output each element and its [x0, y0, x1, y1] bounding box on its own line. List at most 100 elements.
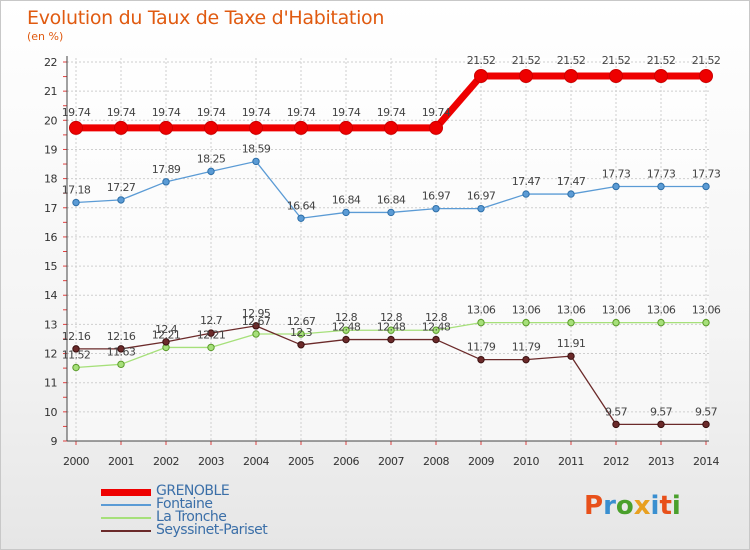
data-point — [432, 204, 440, 213]
data-label: 17.47 — [512, 175, 541, 188]
data-label: 11.79 — [467, 341, 496, 354]
data-point — [387, 208, 395, 217]
data-point — [252, 322, 260, 330]
y-tick-label: 15 — [44, 260, 57, 273]
data-label: 19.74 — [242, 106, 271, 119]
proxiti-logo: Proxiti — [584, 491, 681, 521]
data-label: 19.74 — [377, 106, 406, 119]
data-point — [657, 318, 665, 327]
data-point — [429, 120, 443, 135]
data-label: 16.84 — [332, 193, 361, 206]
data-point — [297, 330, 305, 338]
data-label: 19.74 — [422, 106, 451, 119]
x-tick-label: 2000 — [63, 455, 89, 468]
data-label: 17.27 — [107, 181, 136, 194]
data-point — [72, 363, 80, 372]
data-label: 12.67 — [287, 315, 316, 328]
x-tick-label: 2013 — [648, 455, 674, 468]
logo-letter: P — [584, 491, 604, 521]
data-label: 13.06 — [692, 304, 721, 317]
data-point — [297, 214, 305, 222]
data-point — [342, 208, 350, 217]
y-tick-label: 20 — [44, 114, 57, 127]
data-label: 16.84 — [377, 193, 406, 206]
data-point — [72, 198, 80, 207]
data-label: 12.48 — [377, 321, 406, 334]
x-tick-label: 2004 — [243, 455, 269, 468]
data-point — [612, 318, 620, 327]
data-labels: 19.74 19.74 19.74 19.74 19.74 19.74 19.74 19.74… — [62, 54, 722, 418]
data-label: 12.3 — [290, 326, 313, 339]
data-label: 11.79 — [512, 341, 541, 354]
data-label: 17.73 — [602, 167, 631, 180]
data-point — [564, 68, 578, 83]
data-point — [387, 326, 395, 334]
y-tick-label: 17 — [44, 202, 57, 215]
y-tick-label: 16 — [44, 231, 57, 244]
x-tick-label: 2014 — [693, 455, 719, 468]
data-label: 21.52 — [467, 54, 496, 67]
data-label: 21.52 — [602, 54, 631, 67]
y-tick-label: 14 — [44, 289, 57, 302]
data-label: 12.16 — [107, 330, 136, 343]
data-label: 12.21 — [197, 328, 226, 341]
data-label: 11.91 — [557, 337, 586, 350]
data-label: 17.73 — [647, 167, 676, 180]
data-label: 11.52 — [62, 349, 91, 362]
data-point — [342, 326, 350, 334]
axes: 9 10 11 12 13 14 15 16 17 18 19 20 21 22 2000 2001 2002 2… — [44, 56, 720, 468]
legend-swatch — [101, 488, 151, 496]
x-tick-label: 2005 — [288, 455, 314, 468]
x-tick-label: 2012 — [603, 455, 629, 468]
x-tick-label: 2010 — [513, 455, 539, 468]
x-tick-label: 2008 — [423, 455, 449, 468]
data-point — [612, 182, 620, 191]
x-tick-label: 2011 — [558, 455, 584, 468]
data-label: 13.06 — [647, 304, 676, 317]
logo-letter: i — [671, 491, 681, 521]
data-label: 13.06 — [512, 304, 541, 317]
logo-letter: x — [633, 491, 651, 521]
data-label: 9.57 — [650, 405, 673, 418]
legend-swatch — [101, 517, 151, 519]
data-point — [567, 352, 575, 360]
data-label: 18.25 — [197, 152, 226, 165]
legend: GRENOBLE Fontaine La Tronche Seyssinet-Pari… — [101, 483, 341, 538]
data-label: 21.52 — [512, 54, 541, 67]
data-label: 17.73 — [692, 167, 721, 180]
y-tick-label: 18 — [44, 173, 57, 186]
data-label: 12.21 — [152, 328, 181, 341]
data-point — [567, 190, 575, 198]
data-point — [252, 330, 260, 338]
x-tick-label: 2007 — [378, 455, 404, 468]
logo-letter: t — [659, 491, 672, 521]
data-point — [207, 167, 215, 176]
data-point — [474, 68, 488, 83]
data-point — [519, 68, 533, 83]
data-label: 21.52 — [692, 54, 721, 67]
data-point — [522, 318, 530, 327]
data-point — [699, 68, 713, 83]
data-point — [657, 182, 665, 191]
data-label: 19.74 — [197, 106, 226, 119]
data-point — [702, 420, 710, 429]
data-point — [162, 178, 170, 186]
data-point — [117, 360, 125, 369]
data-label: 19.74 — [107, 106, 136, 119]
x-tick-label: 2009 — [468, 455, 494, 468]
data-label: 13.06 — [557, 304, 586, 317]
data-point — [612, 420, 620, 429]
data-label: 12.8 — [335, 311, 358, 324]
data-label: 17.47 — [557, 175, 586, 188]
data-label: 9.57 — [695, 405, 718, 418]
data-label: 12.8 — [380, 311, 403, 324]
data-point — [294, 120, 308, 135]
data-label: 17.18 — [62, 184, 91, 197]
data-point — [69, 120, 83, 135]
data-label: 13.06 — [467, 304, 496, 317]
data-label: 12.95 — [242, 307, 271, 320]
data-label: 19.74 — [152, 106, 181, 119]
data-label: 12.48 — [422, 321, 451, 334]
